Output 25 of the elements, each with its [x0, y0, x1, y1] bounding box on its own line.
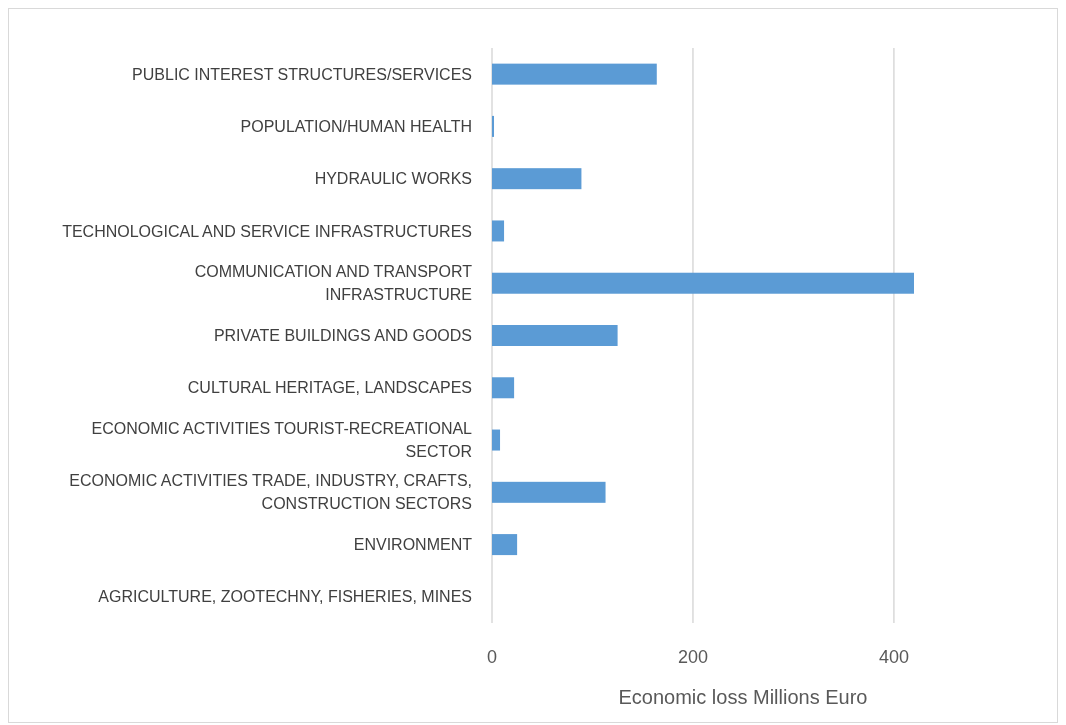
x-axis-title: Economic loss Millions Euro	[618, 686, 868, 708]
bar	[492, 220, 505, 242]
x-tick-label: 400	[878, 647, 909, 667]
y-tick-label: COMMUNICATION AND TRANSPORT INFRASTRUCTURE	[194, 263, 473, 304]
y-tick-label: PUBLIC INTEREST STRUCTURES/SERVICES	[132, 65, 472, 83]
y-tick-label: ECONOMIC ACTIVITIES TOURIST-RECREATIONAL SECTOR	[91, 420, 473, 461]
y-tick-label: ECONOMIC ACTIVITIES TRADE, INDUSTRY, CRAFTS, CONSTRUCTION SECTORS	[69, 472, 472, 513]
bar	[492, 115, 495, 137]
x-tick-label: 0	[486, 647, 498, 667]
y-tick-label: PRIVATE BUILDINGS AND GOODS	[213, 327, 472, 345]
y-tick-label: TECHNOLOGICAL AND SERVICE INFRASTRUCTURES	[62, 222, 472, 240]
bar	[492, 272, 914, 294]
y-tick-label: CULTURAL HERITAGE, LANDSCAPES	[187, 379, 472, 397]
y-tick-label: POPULATION/HUMAN HEALTH	[240, 118, 472, 136]
bar	[492, 481, 606, 503]
bar	[492, 168, 582, 190]
y-tick-label: AGRICULTURE, ZOOTECHNY, FISHERIES, MINES	[98, 588, 472, 606]
bar	[492, 325, 618, 346]
x-tick-label: 200	[677, 647, 708, 667]
y-tick-label: HYDRAULIC WORKS	[314, 170, 472, 188]
bar	[492, 377, 515, 399]
bar	[492, 429, 501, 451]
bar	[492, 63, 657, 85]
bar	[492, 534, 518, 556]
y-tick-label: ENVIRONMENT	[353, 536, 473, 554]
